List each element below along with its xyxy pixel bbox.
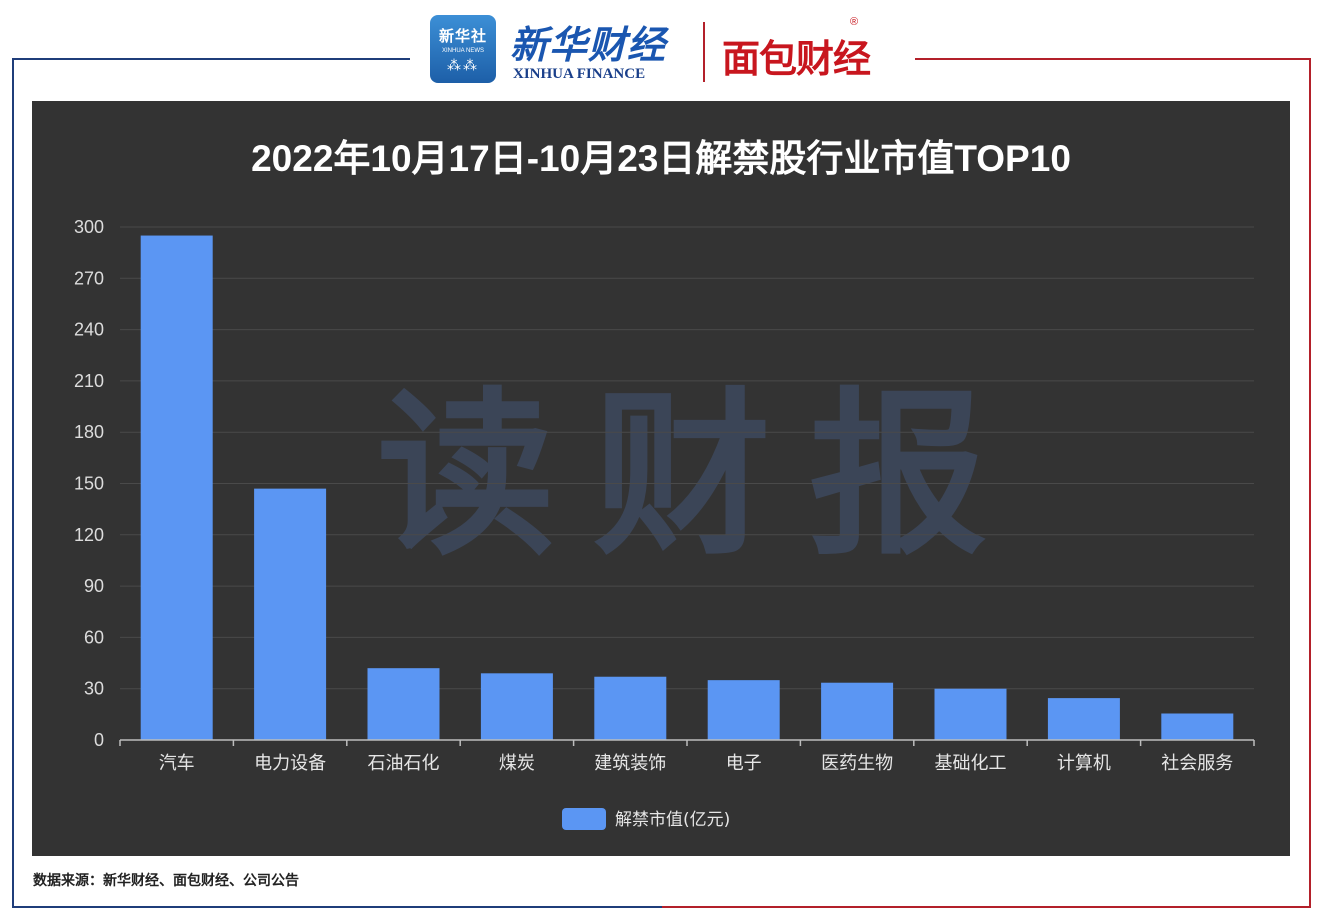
axes xyxy=(119,739,1255,746)
chart-title: 2022年10月17日-10月23日解禁股行业市值TOP10 xyxy=(251,137,1071,179)
x-category-label: 电力设备 xyxy=(254,753,326,774)
y-tick-label: 180 xyxy=(74,422,104,442)
bar-2[interactable] xyxy=(254,488,327,740)
x-category-label: 基础化工 xyxy=(935,753,1007,774)
xinhua-finance-logo-cn: 新华财经 xyxy=(510,22,667,67)
bar-6[interactable] xyxy=(707,680,780,740)
x-category-label: 计算机 xyxy=(1057,753,1111,774)
y-tick-label: 30 xyxy=(84,679,104,699)
y-tick-label: 240 xyxy=(74,320,104,340)
x-category-label: 电子 xyxy=(726,753,762,774)
xinhua-news-logo: 新华社 XINHUA NEWS ⁂⁂ xyxy=(430,15,496,83)
logo-separator xyxy=(703,22,705,82)
x-category-label: 汽车 xyxy=(159,753,195,774)
bar-4[interactable] xyxy=(480,673,553,740)
mianbao-finance-logo: 面包财经 xyxy=(722,37,871,81)
y-tick-label: 90 xyxy=(84,576,104,596)
frame-right-border xyxy=(1309,58,1311,908)
bars xyxy=(140,235,1234,741)
y-tick-label: 270 xyxy=(74,268,104,288)
y-tick-label: 210 xyxy=(74,371,104,391)
legend[interactable]: 解禁市值(亿元) xyxy=(562,808,730,830)
xinhua-finance-logo-en: XINHUA FINANCE xyxy=(513,66,646,82)
y-tick-label: 60 xyxy=(84,627,104,647)
bar-1[interactable] xyxy=(140,235,213,741)
bar-chart: 读财报 0 30 60 90 120 150 180 210 240 270 300 汽车 电力设备 石油… xyxy=(74,137,1255,830)
source-note: 数据来源：新华财经、面包财经、公司公告 xyxy=(33,873,299,889)
x-category-label: 建筑装饰 xyxy=(594,753,666,774)
watermark: 读财报 xyxy=(377,372,1025,579)
network-icon: ⁂⁂ xyxy=(447,57,479,73)
x-category-label: 煤炭 xyxy=(499,753,535,774)
xinhua-logo-cn: 新华社 xyxy=(438,27,487,45)
registered-mark: ® xyxy=(850,16,859,28)
legend-swatch xyxy=(562,808,606,830)
bar-8[interactable] xyxy=(934,688,1007,740)
frame-bottom-left-line xyxy=(12,906,662,908)
bar-9[interactable] xyxy=(1047,698,1120,740)
frame-top-left-line xyxy=(12,58,410,60)
y-tick-label: 120 xyxy=(74,525,104,545)
bar-3[interactable] xyxy=(367,668,440,740)
y-tick-label: 150 xyxy=(74,474,104,494)
frame-left-border xyxy=(12,58,14,908)
x-category-label: 石油石化 xyxy=(368,753,440,774)
y-tick-label: 300 xyxy=(74,217,104,237)
frame-bottom-right-line xyxy=(662,906,1311,908)
chart-panel: 读财报 0 30 60 90 120 150 180 210 240 270 300 汽车 电力设备 石油… xyxy=(32,101,1290,856)
axis-labels: 0 30 60 90 120 150 180 210 240 270 300 汽车 电力设备 石油石化 煤炭… xyxy=(74,217,1233,774)
frame-top-right-line xyxy=(915,58,1311,60)
bar-5[interactable] xyxy=(594,676,667,740)
y-tick-label: 0 xyxy=(94,730,104,750)
xinhua-logo-en: XINHUA NEWS xyxy=(441,48,484,54)
bar-10[interactable] xyxy=(1161,713,1234,740)
x-category-label: 医药生物 xyxy=(821,753,893,774)
x-category-label: 社会服务 xyxy=(1161,753,1233,774)
bar-7[interactable] xyxy=(821,682,894,740)
legend-label: 解禁市值(亿元) xyxy=(615,810,730,830)
